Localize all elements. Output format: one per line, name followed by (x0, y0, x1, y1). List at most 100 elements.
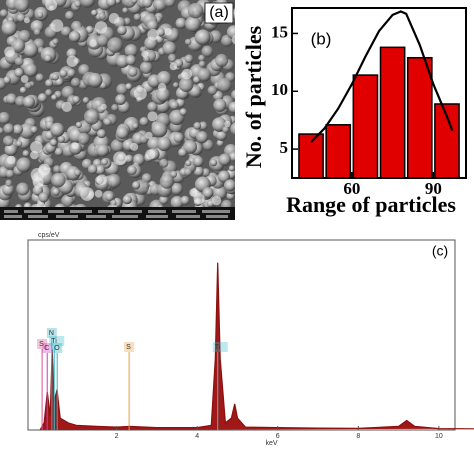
sem-grain (100, 158, 108, 166)
sem-bright-grain (211, 195, 222, 206)
sem-grain (12, 124, 24, 135)
sem-grain (33, 28, 41, 36)
sem-grain (198, 60, 206, 68)
y-tick-label: 5 (280, 138, 289, 157)
sem-grain (147, 101, 158, 113)
sem-grain (115, 126, 129, 140)
sem-grain (4, 143, 18, 157)
element-label-box (42, 343, 53, 353)
sem-grain (37, 93, 48, 103)
sem-info-bar (0, 207, 235, 220)
sem-grain (23, 63, 38, 77)
sem-bright-grain (4, 46, 15, 58)
sem-grain (175, 17, 187, 29)
bar (406, 56, 433, 179)
sem-bright-grain (30, 150, 39, 160)
sem-grain (202, 139, 214, 151)
y-axis-title: No. of particles (241, 25, 266, 168)
sem-grain (117, 25, 127, 36)
sem-grain (215, 53, 229, 68)
sem-grain (19, 123, 35, 139)
sem-grain (105, 192, 115, 202)
sem-bright-grain (80, 187, 95, 201)
sem-grain (0, 111, 11, 125)
sem-grain (83, 109, 100, 125)
sem-grain (162, 41, 177, 56)
sem-grain (16, 13, 26, 23)
element-label-box (124, 342, 135, 352)
sem-grain (59, 69, 68, 78)
sem-grain (139, 61, 153, 74)
panel-label-box (204, 2, 234, 24)
sem-grain (0, 127, 4, 135)
sem-grain (19, 86, 27, 94)
sem-grain (201, 168, 211, 177)
sem-bright-grain (96, 174, 108, 186)
sem-bright-grain (94, 21, 108, 34)
sem-bright-grain (164, 28, 172, 36)
sem-info-marks (4, 210, 230, 218)
bar (379, 46, 406, 179)
element-label-box (212, 342, 228, 352)
sem-grain (213, 98, 227, 112)
sem-grain (169, 100, 179, 110)
sem-bright-grain (66, 55, 78, 67)
sem-grain (49, 138, 58, 147)
sem-grain (2, 135, 14, 147)
sem-grain (13, 0, 30, 13)
sem-bright-grain (133, 87, 147, 101)
element-label: Ti (215, 344, 221, 351)
sem-grain (79, 0, 96, 8)
sem-grain (64, 10, 75, 21)
sem-grain (15, 140, 23, 147)
sem-grain (164, 0, 176, 8)
sem-grain (194, 29, 211, 46)
sem-grain (82, 97, 90, 104)
sem-bright-grain (169, 62, 178, 71)
sem-bright-grain (193, 193, 205, 205)
x-axis-title: Range of particles (286, 192, 456, 217)
sem-grain (217, 77, 232, 93)
sem-grain (198, 54, 206, 62)
sem-grain (222, 126, 230, 134)
sem-grain (5, 169, 15, 179)
sem-grain (228, 101, 235, 114)
sem-bright-grain (231, 34, 235, 45)
sem-bright-grain (145, 149, 156, 160)
sem-grain (74, 203, 87, 207)
sem-grain (11, 38, 26, 53)
x-tick-label: 2 (115, 433, 119, 440)
sem-grain (45, 79, 54, 88)
sem-grain (2, 183, 15, 196)
sem-grain (125, 54, 137, 66)
sem-grain (156, 70, 172, 86)
sem-grain (38, 192, 49, 203)
sem-grain (217, 170, 231, 183)
element-label: Ti (51, 338, 57, 345)
sem-grain (218, 153, 231, 166)
sem-grain (74, 169, 82, 177)
sem-grain (68, 30, 81, 43)
sem-grain (72, 95, 81, 104)
sem-grain (173, 132, 184, 143)
sem-grain (230, 122, 235, 136)
sem-grain (132, 122, 139, 130)
sem-bright-grain (36, 202, 46, 207)
element-label-box (46, 328, 57, 338)
sem-grain (133, 13, 142, 21)
sem-grain (124, 44, 138, 58)
sem-grain (95, 164, 106, 175)
sem-grain (122, 7, 129, 14)
sem-grain (192, 156, 204, 168)
element-label: N (49, 330, 54, 337)
sem-grain (32, 185, 44, 196)
sem-grain (22, 95, 35, 109)
sem-bright-grain (145, 131, 153, 140)
sem-grain (70, 77, 81, 88)
element-label: S (126, 344, 131, 351)
sem-grain (87, 72, 103, 88)
sem-grain (15, 203, 23, 207)
sem-grain (3, 76, 11, 85)
sem-grain (3, 123, 15, 135)
